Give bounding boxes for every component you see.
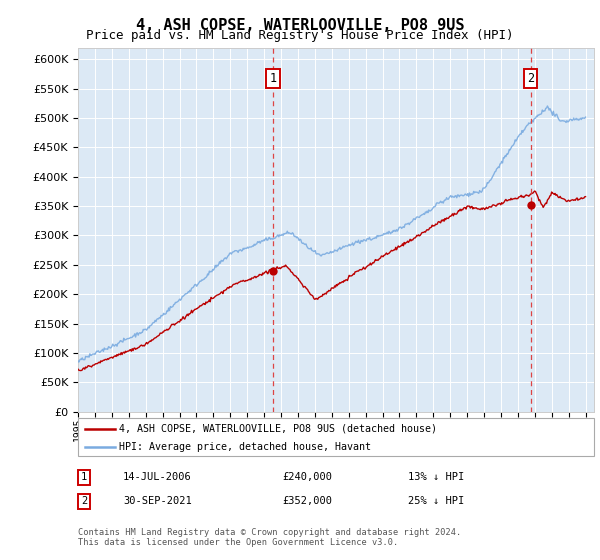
- Text: 1: 1: [269, 72, 277, 85]
- Text: 14-JUL-2006: 14-JUL-2006: [123, 472, 192, 482]
- Text: 4, ASH COPSE, WATERLOOVILLE, PO8 9US (detached house): 4, ASH COPSE, WATERLOOVILLE, PO8 9US (de…: [119, 423, 437, 433]
- Text: 2: 2: [81, 496, 87, 506]
- Text: 13% ↓ HPI: 13% ↓ HPI: [408, 472, 464, 482]
- Text: £240,000: £240,000: [282, 472, 332, 482]
- Text: Contains HM Land Registry data © Crown copyright and database right 2024.
This d: Contains HM Land Registry data © Crown c…: [78, 528, 461, 548]
- Text: HPI: Average price, detached house, Havant: HPI: Average price, detached house, Hava…: [119, 442, 371, 452]
- Text: Price paid vs. HM Land Registry's House Price Index (HPI): Price paid vs. HM Land Registry's House …: [86, 29, 514, 42]
- Text: £352,000: £352,000: [282, 496, 332, 506]
- Text: 2: 2: [527, 72, 534, 85]
- Text: 4, ASH COPSE, WATERLOOVILLE, PO8 9US: 4, ASH COPSE, WATERLOOVILLE, PO8 9US: [136, 18, 464, 33]
- Text: 30-SEP-2021: 30-SEP-2021: [123, 496, 192, 506]
- Text: 25% ↓ HPI: 25% ↓ HPI: [408, 496, 464, 506]
- Text: 1: 1: [81, 472, 87, 482]
